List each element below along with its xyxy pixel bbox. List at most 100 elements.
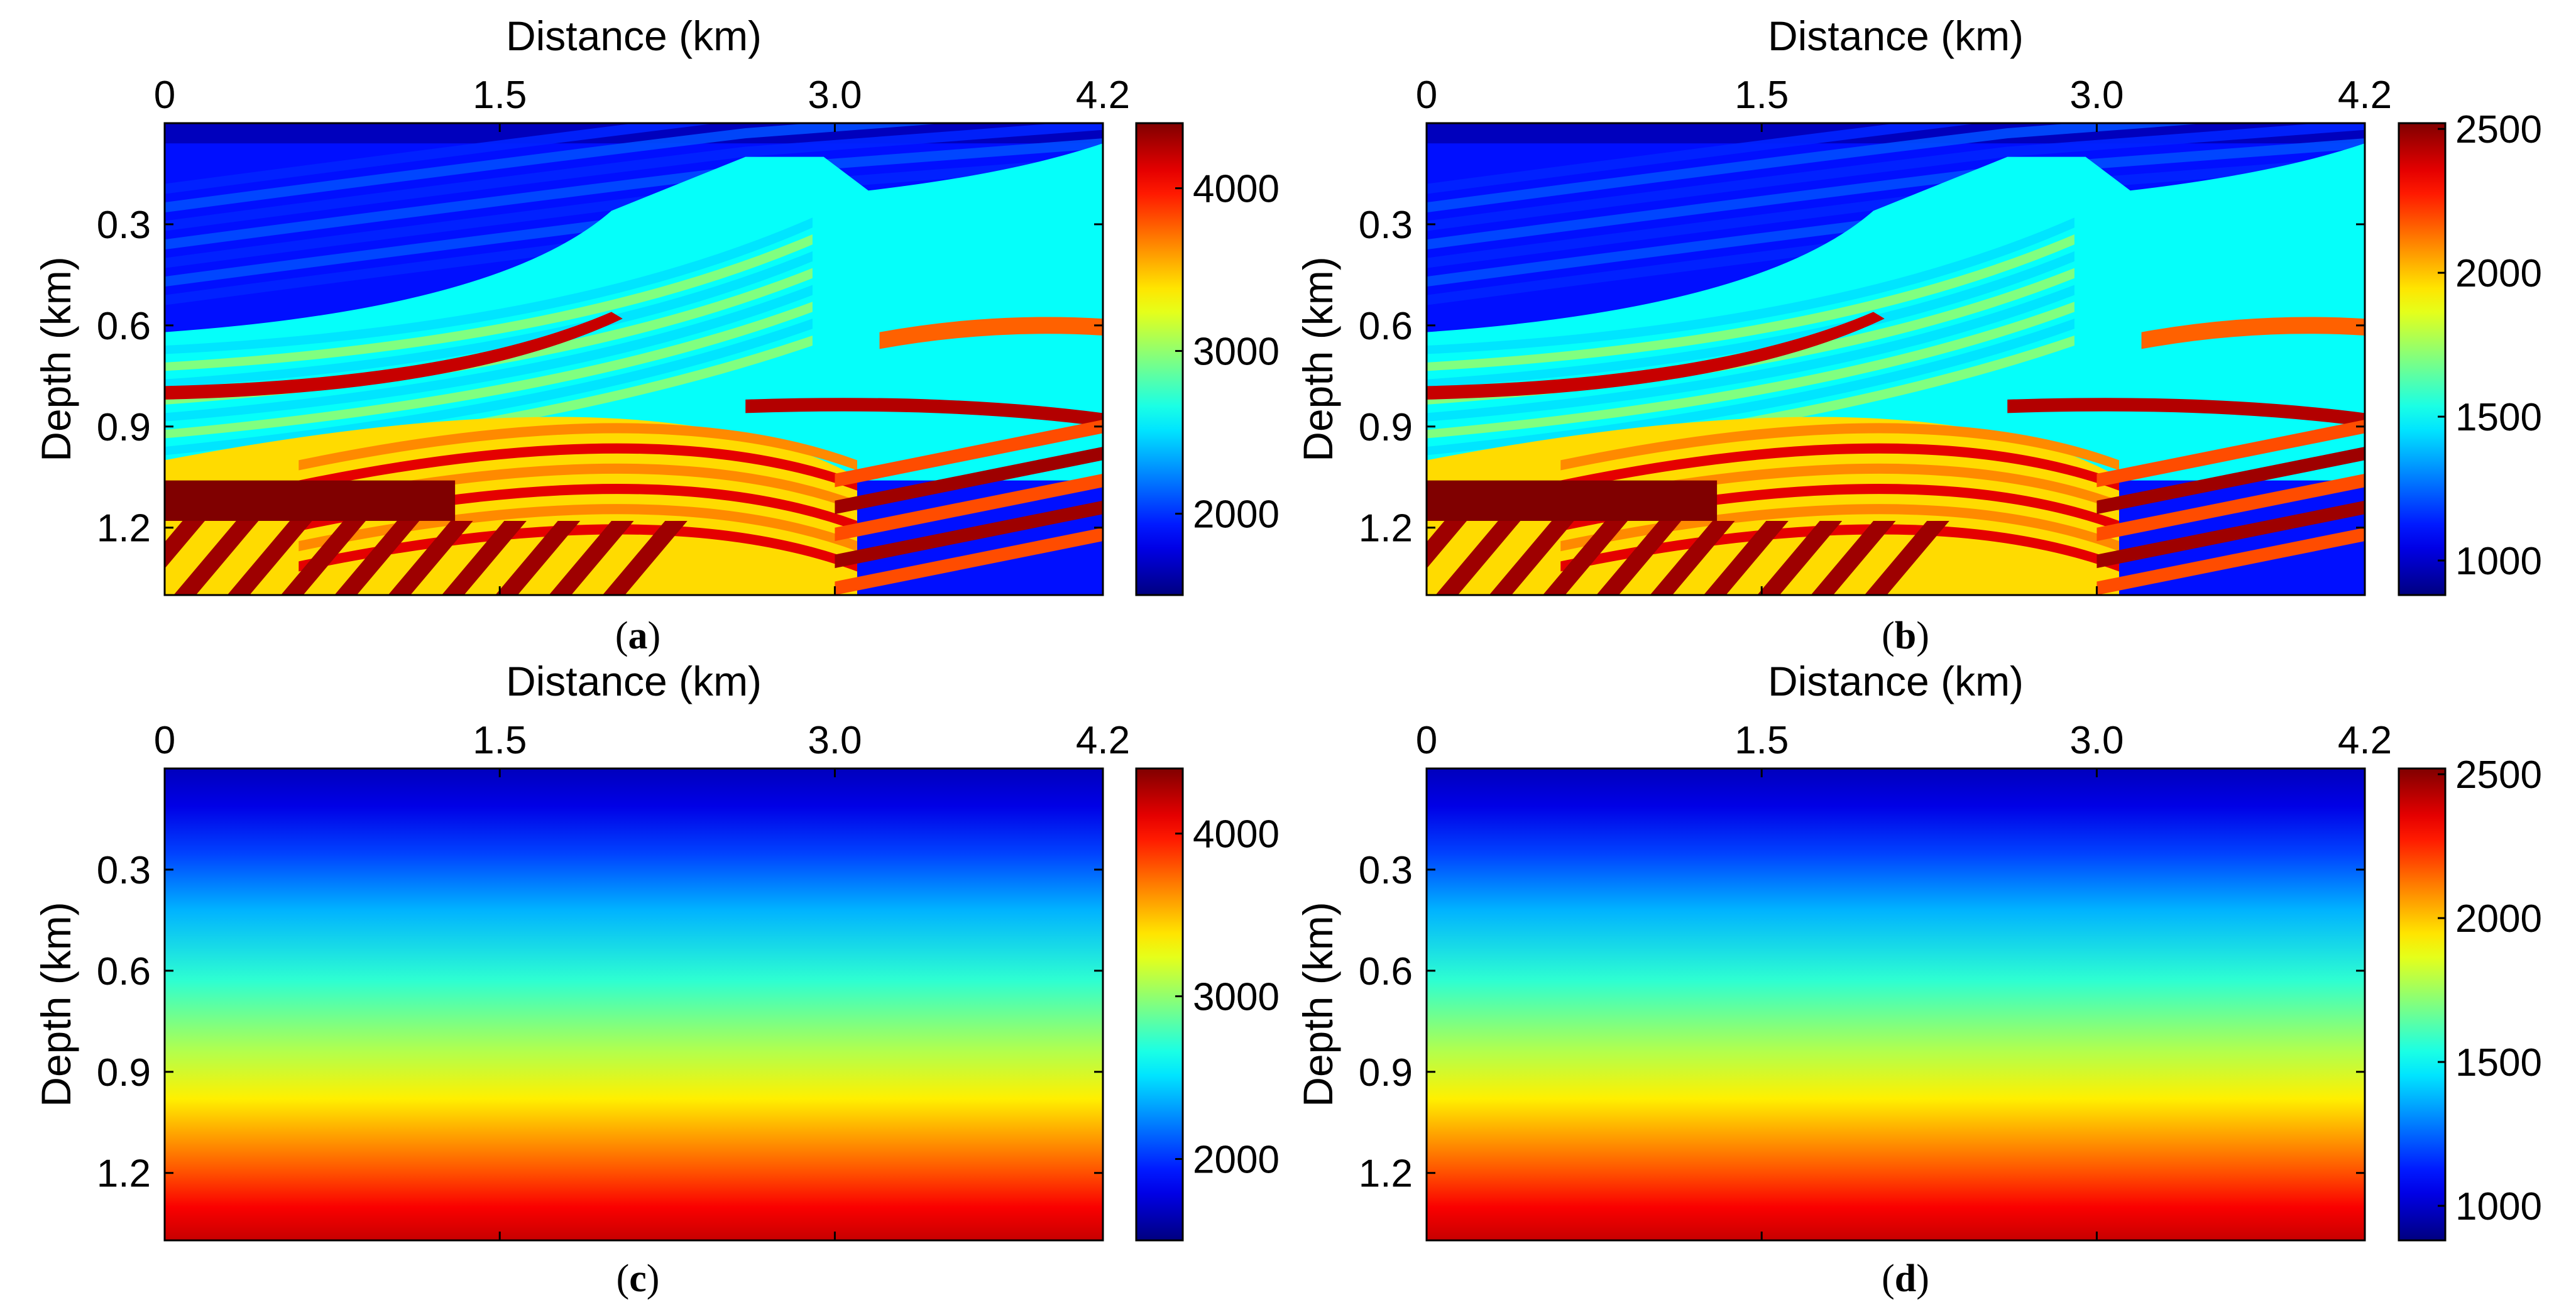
deep-stripe xyxy=(227,520,312,595)
orange-band xyxy=(879,317,1103,349)
anticline-band xyxy=(299,463,857,511)
model-image xyxy=(165,768,1103,1240)
x-axis-label: Distance (km) xyxy=(1768,658,2024,704)
y-tick-label: 0.6 xyxy=(1359,305,1413,348)
deep-stripe xyxy=(1435,520,1521,595)
anticline-band xyxy=(299,423,857,471)
x-tick-label: 0 xyxy=(154,719,175,762)
y-tick-label: 1.2 xyxy=(1359,507,1413,550)
deep-band-right xyxy=(2096,446,2365,515)
anticline-band xyxy=(299,524,857,572)
colorbar-tick-label: 2000 xyxy=(2455,897,2542,941)
deep-stripe xyxy=(165,520,205,569)
panel-caption: (a) xyxy=(615,615,660,657)
deep-band-right xyxy=(2096,500,2365,569)
deep-stripe xyxy=(1596,520,1682,595)
red-band-right xyxy=(745,398,1103,427)
colorbar-tick-label: 1000 xyxy=(2455,540,2542,583)
x-tick-label: 0 xyxy=(1416,719,1437,762)
deep-band-right xyxy=(2096,420,2365,488)
x-axis-label: Distance (km) xyxy=(506,658,762,704)
y-axis-label: Depth (km) xyxy=(33,256,79,461)
shallow-band xyxy=(1427,123,2365,231)
x-tick-label: 1.5 xyxy=(1735,719,1789,762)
anticline-band xyxy=(1560,423,2119,471)
x-axis-label: Distance (km) xyxy=(506,13,762,59)
x-tick-label: 0 xyxy=(1416,74,1437,117)
deep-stripe xyxy=(1650,520,1735,595)
caption-paren-open: ( xyxy=(1882,1257,1895,1300)
y-tick-label: 0.6 xyxy=(1359,950,1413,993)
x-tick-label: 0 xyxy=(154,74,175,117)
y-tick-label: 0.3 xyxy=(97,849,151,892)
salt-slab xyxy=(1427,480,1718,521)
shallow-band xyxy=(165,123,1103,231)
dipping-band xyxy=(1427,319,2075,456)
caption-paren-close: ) xyxy=(647,1257,660,1300)
caption-paren-close: ) xyxy=(1916,615,1929,657)
panel-caption: (b) xyxy=(1882,615,1929,657)
deep-stripe xyxy=(388,520,473,595)
deep-stripe xyxy=(495,520,581,595)
colorbar xyxy=(2398,122,2447,596)
red-reflector xyxy=(165,312,623,400)
deep-stripe xyxy=(602,520,688,595)
deep-stripe xyxy=(1489,520,1574,595)
model-image xyxy=(1427,123,2365,595)
dipping-band xyxy=(165,302,813,439)
panel-c: Distance (km) Depth (km) 0 1.5 3.0 4.2 0.3 0.6 0… xyxy=(33,658,1280,1300)
deep-stripe xyxy=(1427,520,1467,569)
colorbar-tick-label: 1500 xyxy=(2455,1041,2542,1085)
colorbar xyxy=(2398,767,2447,1242)
colorbar-tick-label: 2000 xyxy=(1193,1139,1280,1182)
axes-frame xyxy=(1425,767,2366,1242)
x-tick-label: 4.2 xyxy=(2338,719,2392,762)
axes-frame xyxy=(163,767,1104,1242)
colorbar-tick-label: 3000 xyxy=(1193,976,1280,1019)
anticline-band xyxy=(1560,463,2119,511)
y-tick-label: 0.6 xyxy=(97,305,151,348)
deep-band-right xyxy=(835,527,1103,595)
caption-letter: a xyxy=(628,615,648,657)
orange-band xyxy=(2141,317,2365,349)
deep-band-right xyxy=(2096,473,2365,542)
shallow-band xyxy=(165,156,1103,268)
panel-caption: (c) xyxy=(617,1257,660,1300)
deep-band-right xyxy=(835,473,1103,542)
x-tick-label: 3.0 xyxy=(808,74,862,117)
shallow-band xyxy=(1427,138,2365,250)
colorbar-tick-label: 4000 xyxy=(1193,813,1280,856)
dipping-band xyxy=(1427,302,2075,439)
shallow-band xyxy=(165,138,1103,250)
colorbar-tick-label: 4000 xyxy=(1193,168,1280,211)
x-tick-label: 3.0 xyxy=(2069,74,2124,117)
colorbar xyxy=(1135,767,1184,1242)
deep-stripe xyxy=(173,520,259,595)
panel-d: Distance (km) Depth (km) 0 1.5 3.0 4.2 0.3 0.6 0… xyxy=(1295,658,2542,1300)
anticline-band xyxy=(299,483,857,532)
y-tick-label: 0.9 xyxy=(97,406,151,449)
red-reflector xyxy=(1427,312,1885,400)
panel-caption: (d) xyxy=(1882,1257,1929,1300)
deep-band-right xyxy=(835,500,1103,569)
colorbar-tick-label: 2000 xyxy=(1193,493,1280,537)
x-tick-label: 3.0 xyxy=(808,719,862,762)
y-tick-label: 1.2 xyxy=(1359,1152,1413,1196)
x-tick-label: 4.2 xyxy=(1076,719,1130,762)
caption-paren-close: ) xyxy=(1916,1257,1929,1300)
deep-stripe xyxy=(441,520,527,595)
colorbar-tick-label: 2500 xyxy=(2455,108,2542,151)
x-tick-label: 4.2 xyxy=(2338,74,2392,117)
salt-slab xyxy=(165,480,456,521)
y-tick-label: 0.9 xyxy=(1359,1051,1413,1095)
colorbar-tick-label: 1000 xyxy=(2455,1185,2542,1228)
deep-stripe xyxy=(549,520,634,595)
caption-letter: d xyxy=(1895,1257,1916,1300)
y-tick-label: 1.2 xyxy=(97,507,151,550)
anticline-band xyxy=(1560,483,2119,532)
x-tick-label: 1.5 xyxy=(473,719,527,762)
model-image xyxy=(165,123,1103,595)
caption-paren-close: ) xyxy=(648,615,661,657)
shallow-band xyxy=(1427,156,2365,268)
